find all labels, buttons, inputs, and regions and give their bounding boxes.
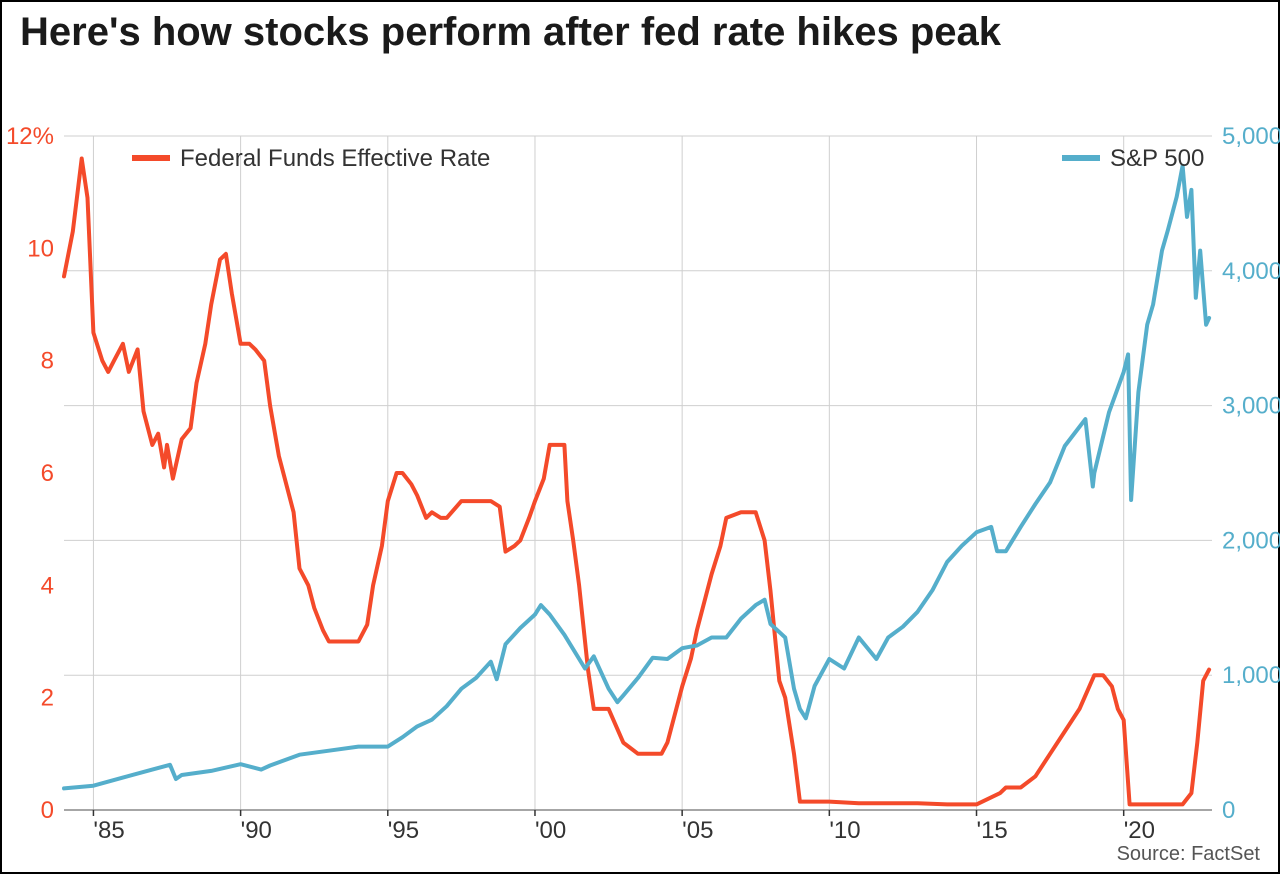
y-right-tick-label: 2,000 [1222,527,1280,554]
y-left-tick-label: 8 [41,348,54,375]
y-left-tick-label: 10 [27,235,54,262]
y-left-tick-label: 12% [6,123,54,150]
x-tick-label: '10 [829,817,860,844]
x-tick-label: '00 [535,817,566,844]
y-right-tick-label: 5,000 [1222,123,1280,150]
y-left-tick-label: 0 [41,797,54,824]
x-tick-label: '20 [1124,817,1155,844]
y-right-tick-label: 4,000 [1222,258,1280,285]
legend-swatch [132,155,170,161]
legend-swatch [1062,155,1100,161]
y-right-tick-label: 3,000 [1222,393,1280,420]
chart-svg: 0 2 4 6 8 10 12% 0 1,000 2,000 3,000 4,000 5,000 '85 '… [2,2,1280,874]
x-tick-label: '85 [93,817,124,844]
chart-source: Source: FactSet [1117,843,1260,866]
x-tick-label: '15 [977,817,1008,844]
y-left-tick-label: 6 [41,460,54,487]
legend-label: Federal Funds Effective Rate [180,145,490,172]
x-tick-label: '05 [682,817,713,844]
chart-container: Here's how stocks perform after fed rate… [0,0,1280,874]
y-right-tick-label: 1,000 [1222,662,1280,689]
series-federal-funds-effective-rate [64,159,1209,805]
x-tick-label: '95 [388,817,419,844]
chart-plot: 0 2 4 6 8 10 12% 0 1,000 2,000 3,000 4,000 5,000 '85 '… [2,2,1280,874]
legend-label: S&P 500 [1110,145,1204,172]
y-left-tick-label: 4 [41,572,54,599]
series-s-p-500 [64,166,1209,789]
y-right-tick-label: 0 [1222,797,1235,824]
x-tick-label: '90 [241,817,272,844]
y-left-tick-label: 2 [41,685,54,712]
